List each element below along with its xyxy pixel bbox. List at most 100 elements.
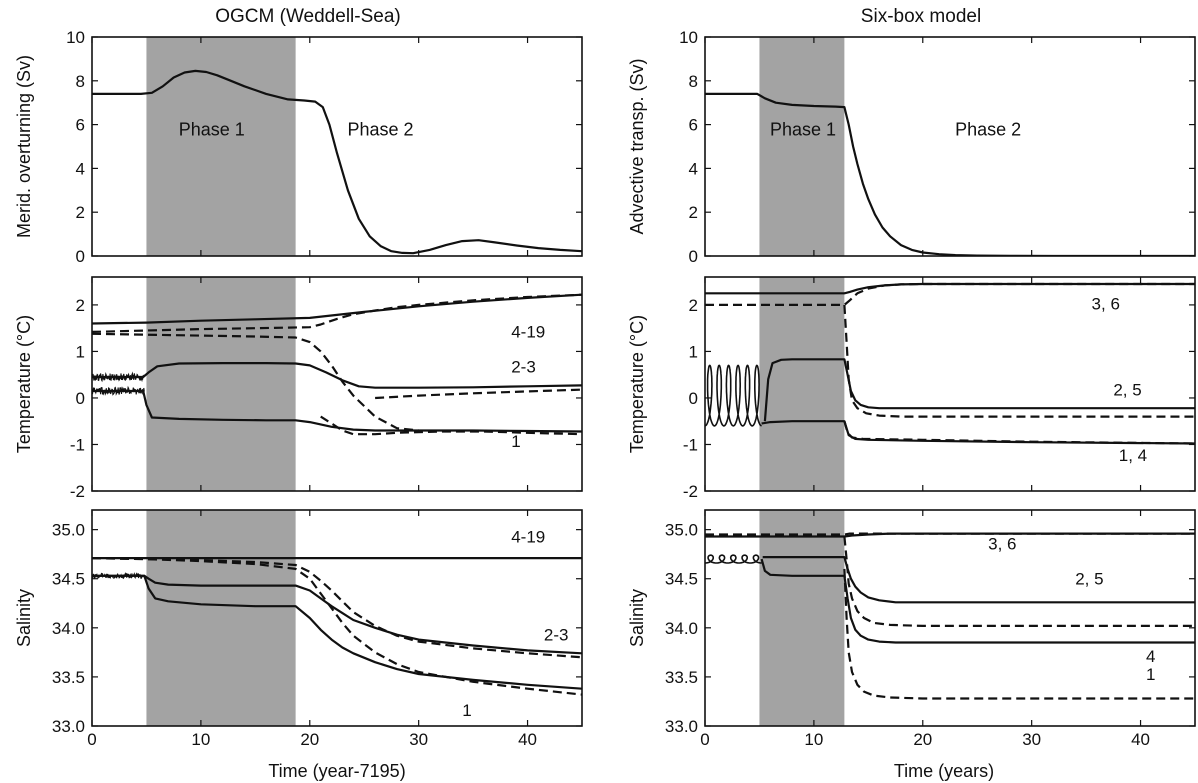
series-line-3 — [92, 332, 419, 432]
y-tick-label: 2 — [76, 296, 85, 315]
series-line-6 — [843, 568, 1195, 700]
series-line-2 — [92, 293, 582, 333]
y-tick-label: 35.0 — [665, 521, 698, 540]
y-tick-label: -2 — [70, 482, 85, 501]
column-title-right: Six-box model — [861, 6, 981, 27]
y-axis-label: Temperature (°C) — [14, 315, 34, 453]
y-tick-label: 0 — [76, 247, 85, 266]
series-line-1 — [92, 293, 582, 325]
y-tick-label: 10 — [66, 28, 85, 47]
y-tick-label: 8 — [689, 72, 698, 91]
series-line-2 — [705, 282, 1195, 306]
y-tick-label: 33.0 — [665, 717, 698, 736]
y-axis-label: Salinity — [627, 589, 647, 647]
y-tick-label: 0 — [689, 247, 698, 266]
plot-area — [705, 282, 1195, 445]
y-tick-label: 2 — [689, 296, 698, 315]
x-tick-label: 40 — [1131, 730, 1150, 749]
y-tick-label: 34.5 — [665, 570, 698, 589]
series-noise-line — [92, 371, 145, 383]
plot-area — [92, 557, 582, 696]
y-tick-label: 4 — [76, 159, 85, 178]
plot-frame — [91, 276, 583, 492]
series-line-1 — [705, 282, 1195, 295]
y-tick-label: 4 — [689, 159, 698, 178]
panel-box-advective: 0 2 4 6 8 10 Advective transp. (Sv) Phase 1 Phas… — [627, 28, 1196, 266]
y-tick-label: 1 — [689, 342, 698, 361]
y-tick-label: 34.5 — [52, 570, 85, 589]
y-tick-label: 6 — [76, 116, 85, 135]
x-tick-label: 0 — [87, 730, 96, 749]
curve-label: 1 — [511, 432, 520, 451]
y-tick-label: 34.0 — [52, 619, 85, 638]
curve-label: 1, 4 — [1119, 446, 1147, 465]
plot-frame — [704, 509, 1196, 727]
panel-box-temperature: -2 -1 0 1 2 Temperature (°C) 3, 6 2, 5 1, 4 — [627, 276, 1196, 501]
y-axis-label: Advective transp. (Sv) — [627, 58, 647, 234]
curve-label: 4 — [1146, 647, 1155, 666]
series-line-4 — [843, 304, 1195, 418]
phase-1-shading — [759, 277, 845, 491]
y-tick-label: 8 — [76, 72, 85, 91]
phase-1-shading — [146, 510, 296, 726]
y-tick-label: 2 — [76, 203, 85, 222]
curve-label: 3, 6 — [1092, 295, 1120, 314]
series-line-4 — [92, 574, 582, 655]
plot-area — [705, 92, 1195, 256]
phase-1-shading — [146, 37, 296, 256]
phase-1-shading — [146, 277, 296, 491]
curve-label: 1 — [462, 701, 471, 720]
y-tick-label: 0 — [76, 389, 85, 408]
series-line-5 — [92, 574, 582, 690]
series-line-7 — [92, 389, 582, 433]
series-line-3 — [762, 556, 1195, 604]
y-axis-label: Merid. overturning (Sv) — [14, 55, 34, 238]
plot-frame — [91, 509, 583, 727]
y-tick-label: 6 — [689, 116, 698, 135]
series-line-2 — [705, 532, 1195, 536]
series-oscillation-line — [705, 554, 762, 564]
y-axis-label: Temperature (°C) — [627, 315, 647, 453]
x-tick-label: 0 — [700, 730, 709, 749]
series-line-1 — [705, 92, 1195, 256]
x-tick-label: 10 — [191, 730, 210, 749]
curve-label: 4-19 — [511, 527, 545, 546]
y-tick-label: 33.5 — [52, 668, 85, 687]
y-tick-label: -2 — [683, 482, 698, 501]
series-line-4 — [843, 536, 1195, 627]
curve-label: 2-3 — [511, 357, 536, 376]
x-tick-label: 20 — [913, 730, 932, 749]
curve-label: 2, 5 — [1113, 381, 1141, 400]
y-tick-label: -1 — [70, 435, 85, 454]
panel-box-salinity: 0 10 20 30 40 33.0 33.5 34.0 34.5 35.0 Salinity 3, … — [627, 509, 1196, 749]
y-tick-label: 33.5 — [665, 668, 698, 687]
phase-label: Phase 2 — [955, 120, 1021, 140]
series-line-5 — [760, 558, 1195, 644]
y-tick-label: 34.0 — [665, 619, 698, 638]
series-line-1 — [92, 69, 582, 255]
curve-label: 1 — [1146, 665, 1155, 684]
plot-frame — [704, 276, 1196, 492]
phase-label: Phase 1 — [770, 120, 836, 140]
curve-label: 4-19 — [511, 322, 545, 341]
curve-label: 3, 6 — [988, 534, 1016, 553]
y-tick-label: 35.0 — [52, 521, 85, 540]
panel-ogcm-overturning: 0 2 4 6 8 10 Merid. overturning (Sv) Phase 1 Pha… — [14, 28, 583, 266]
column-title-left: OGCM (Weddell-Sea) — [215, 6, 400, 27]
y-tick-label: 0 — [689, 389, 698, 408]
series-line-3 — [92, 557, 582, 659]
phase-label: Phase 1 — [179, 120, 245, 140]
plot-frame — [91, 36, 583, 257]
x-axis-label-right: Time (years) — [894, 761, 994, 781]
series-line-6 — [375, 388, 582, 400]
series-line-6 — [843, 420, 1195, 445]
series-line-4 — [92, 362, 582, 389]
plot-area — [705, 532, 1195, 700]
y-tick-label: -1 — [683, 435, 698, 454]
panel-ogcm-salinity: 0 10 20 30 40 33.0 33.5 34.0 34.5 35.0 Salinity 4-1… — [14, 509, 583, 749]
y-tick-label: 33.0 — [52, 717, 85, 736]
plot-frame — [704, 36, 1196, 257]
y-axis-label: Salinity — [14, 589, 34, 647]
